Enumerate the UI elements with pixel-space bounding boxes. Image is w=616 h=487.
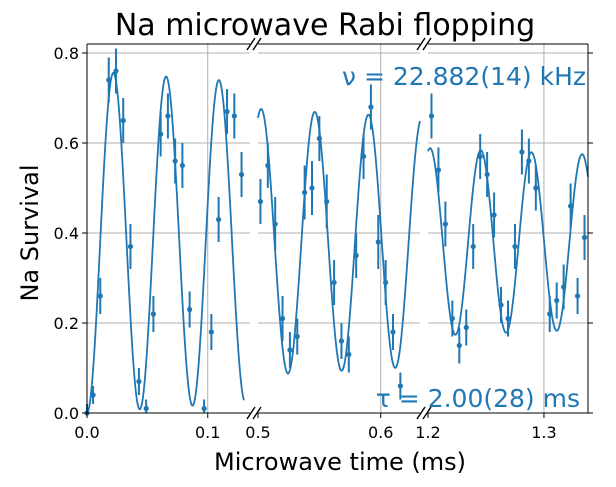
data-point bbox=[581, 234, 588, 241]
y-tick-label: 0.2 bbox=[54, 314, 79, 333]
fit-curve bbox=[86, 71, 245, 414]
axis-break-mark bbox=[246, 37, 256, 51]
data-point bbox=[179, 162, 185, 169]
data-point bbox=[150, 311, 157, 317]
data-point bbox=[442, 221, 448, 227]
data-point bbox=[397, 383, 403, 389]
data-point bbox=[208, 329, 214, 335]
x-tick-label: 0.1 bbox=[195, 423, 220, 442]
data-point bbox=[346, 351, 352, 358]
data-point bbox=[187, 306, 193, 313]
data-point bbox=[383, 279, 389, 286]
data-point bbox=[498, 302, 504, 308]
data-point bbox=[353, 252, 359, 259]
data-point bbox=[533, 185, 539, 191]
axis-break-mark bbox=[422, 406, 432, 420]
x-tick-label: 1.2 bbox=[415, 423, 440, 442]
data-point bbox=[368, 104, 374, 110]
data-point bbox=[158, 131, 164, 137]
data-point bbox=[526, 158, 532, 164]
x-tick-label: 1.3 bbox=[531, 423, 556, 442]
data-point bbox=[172, 158, 178, 164]
axis-break-mark bbox=[416, 406, 426, 420]
data-point bbox=[428, 113, 435, 119]
axis-break-mark bbox=[422, 37, 432, 51]
data-point bbox=[231, 113, 237, 119]
data-point bbox=[519, 149, 525, 155]
y-tick-label: 0.4 bbox=[54, 224, 79, 243]
data-point bbox=[324, 198, 330, 205]
axis-break-mark bbox=[246, 406, 256, 420]
data-point bbox=[435, 167, 442, 173]
data-point bbox=[561, 284, 567, 290]
data-point bbox=[477, 153, 483, 160]
data-point bbox=[512, 243, 518, 250]
data-point bbox=[113, 68, 119, 74]
y-tick-label: 0.0 bbox=[54, 404, 79, 423]
data-point bbox=[165, 113, 171, 119]
data-point bbox=[279, 315, 286, 322]
axis-break-mark bbox=[416, 37, 426, 51]
data-point bbox=[238, 171, 245, 178]
data-point bbox=[97, 293, 103, 299]
chart-title: Na microwave Rabi flopping bbox=[115, 8, 535, 43]
data-point bbox=[316, 135, 322, 142]
data-point bbox=[136, 378, 142, 385]
data-point bbox=[574, 293, 581, 299]
data-point bbox=[456, 342, 462, 349]
data-point bbox=[463, 324, 469, 331]
data-point bbox=[390, 329, 396, 335]
x-tick-label: 0.0 bbox=[74, 423, 99, 442]
panel-2: 0.5 0.6 bbox=[245, 43, 421, 442]
fit-curve bbox=[257, 108, 421, 375]
data-point bbox=[302, 189, 308, 196]
data-point bbox=[201, 405, 207, 412]
data-point bbox=[505, 315, 511, 322]
data-point bbox=[554, 297, 560, 304]
data-point bbox=[265, 162, 271, 169]
data-point bbox=[449, 315, 455, 322]
frequency-annotation: ν = 22.882(14) kHz bbox=[342, 62, 586, 91]
data-point bbox=[90, 392, 96, 398]
y-tick-label: 0.6 bbox=[54, 134, 79, 153]
data-point bbox=[568, 203, 574, 209]
panel-3: 1.2 1.3 bbox=[415, 43, 589, 442]
y-tick-label: 0.8 bbox=[54, 44, 79, 63]
data-point bbox=[224, 108, 230, 115]
data-point bbox=[360, 153, 367, 160]
data-point bbox=[294, 333, 300, 340]
data-point bbox=[547, 311, 553, 317]
data-point bbox=[338, 338, 345, 344]
axis-break-mark bbox=[252, 37, 262, 51]
x-tick-label: 0.6 bbox=[368, 423, 393, 442]
data-point bbox=[470, 243, 476, 250]
panel-1: 0.0 0.1 bbox=[74, 43, 250, 442]
data-point bbox=[127, 243, 134, 250]
data-point bbox=[484, 171, 490, 178]
data-point bbox=[257, 198, 264, 205]
data-point bbox=[143, 405, 149, 412]
decay-time-annotation: τ = 2.00(28) ms bbox=[376, 384, 580, 413]
x-tick-label: 0.5 bbox=[245, 423, 270, 442]
data-point bbox=[375, 239, 381, 245]
data-point bbox=[120, 117, 126, 124]
y-axis-label: Na Survival bbox=[16, 164, 44, 301]
axis-break-mark bbox=[252, 406, 262, 420]
data-point bbox=[216, 216, 222, 223]
x-axis-label: Microwave time (ms) bbox=[214, 448, 466, 476]
data-point bbox=[309, 185, 315, 191]
data-point bbox=[106, 77, 112, 83]
data-point bbox=[491, 212, 497, 218]
data-point bbox=[331, 279, 337, 286]
data-point bbox=[287, 347, 293, 353]
data-point bbox=[272, 221, 278, 227]
